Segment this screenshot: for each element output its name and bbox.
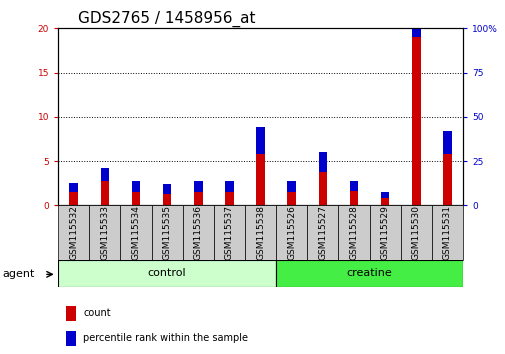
Bar	[193, 192, 202, 205]
Bar	[442, 154, 451, 205]
Bar	[131, 181, 140, 192]
Bar	[256, 127, 264, 154]
Text: percentile rank within the sample: percentile rank within the sample	[83, 333, 248, 343]
Text: GSM115536: GSM115536	[193, 205, 203, 260]
Bar	[411, 0, 420, 37]
Bar	[69, 192, 78, 205]
Bar	[69, 183, 78, 192]
FancyBboxPatch shape	[276, 260, 462, 287]
Bar	[287, 192, 295, 205]
Text: GDS2765 / 1458956_at: GDS2765 / 1458956_at	[78, 11, 256, 27]
Bar	[225, 181, 233, 192]
Text: control: control	[147, 268, 186, 279]
FancyBboxPatch shape	[244, 205, 276, 260]
Text: GSM115530: GSM115530	[411, 205, 420, 260]
Bar	[131, 192, 140, 205]
Bar	[100, 181, 109, 205]
FancyBboxPatch shape	[58, 205, 89, 260]
FancyBboxPatch shape	[182, 205, 214, 260]
Text: GSM115537: GSM115537	[225, 205, 233, 260]
Bar	[100, 168, 109, 181]
FancyBboxPatch shape	[89, 205, 120, 260]
FancyBboxPatch shape	[58, 260, 276, 287]
Text: agent: agent	[3, 269, 35, 279]
FancyBboxPatch shape	[214, 205, 244, 260]
Text: GSM115538: GSM115538	[256, 205, 265, 260]
Text: GSM115529: GSM115529	[380, 205, 389, 260]
FancyBboxPatch shape	[400, 205, 431, 260]
Bar	[349, 181, 358, 191]
Bar	[442, 131, 451, 154]
Bar	[411, 37, 420, 205]
Bar	[318, 172, 327, 205]
FancyBboxPatch shape	[369, 205, 400, 260]
Bar	[256, 154, 264, 205]
Bar	[163, 184, 171, 194]
FancyBboxPatch shape	[120, 205, 152, 260]
Bar	[380, 198, 389, 205]
Text: creatine: creatine	[346, 268, 392, 279]
FancyBboxPatch shape	[307, 205, 338, 260]
Text: GSM115531: GSM115531	[442, 205, 451, 260]
FancyBboxPatch shape	[431, 205, 462, 260]
Bar	[380, 192, 389, 198]
Bar	[66, 331, 76, 346]
Bar	[163, 194, 171, 205]
Bar	[225, 192, 233, 205]
Text: GSM115528: GSM115528	[349, 205, 358, 260]
Bar	[287, 181, 295, 192]
FancyBboxPatch shape	[152, 205, 182, 260]
Text: GSM115527: GSM115527	[318, 205, 327, 260]
Bar	[349, 191, 358, 205]
FancyBboxPatch shape	[276, 205, 307, 260]
Bar	[66, 306, 76, 321]
Text: GSM115532: GSM115532	[69, 205, 78, 260]
Bar	[193, 181, 202, 192]
Text: count: count	[83, 308, 111, 318]
Text: GSM115533: GSM115533	[100, 205, 109, 260]
Text: GSM115534: GSM115534	[131, 205, 140, 260]
FancyBboxPatch shape	[338, 205, 369, 260]
Text: GSM115526: GSM115526	[287, 205, 295, 260]
Bar	[318, 152, 327, 172]
Text: GSM115535: GSM115535	[162, 205, 171, 260]
